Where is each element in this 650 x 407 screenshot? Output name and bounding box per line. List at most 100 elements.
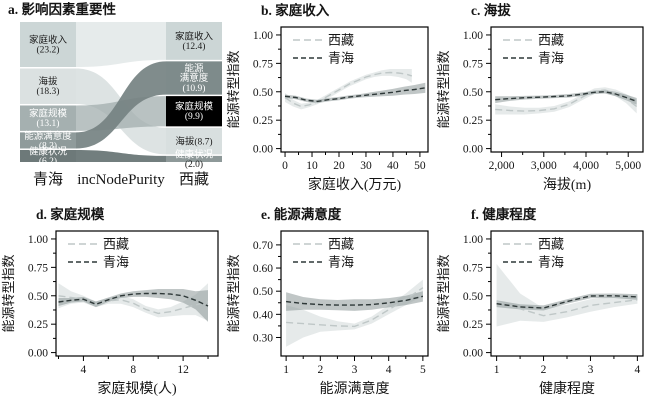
panel-health-level-chart: f. 健康程度 1 2 3 4 0.00 0.25 0.50 0.75 1.00 健康程度 能源转型指… xyxy=(435,204,650,407)
trend-line-西藏 xyxy=(286,287,424,328)
x-tick-label: 4 xyxy=(634,364,640,376)
legend-label-青海: 青海 xyxy=(103,255,129,270)
y-tick-label: 1.00 xyxy=(463,234,483,246)
line-chart-f: f. 健康程度 1 2 3 4 0.00 0.25 0.50 0.75 1.00 健康程度 能源转型指… xyxy=(436,206,644,397)
axis-label-tibet: 西藏 xyxy=(179,171,209,188)
y-tick-label: 0.50 xyxy=(463,291,483,303)
y-axis-label: 能源转型指数 xyxy=(1,254,16,332)
y-tick-label: 1.00 xyxy=(463,30,483,42)
alluvial-node-label: (13.1) xyxy=(37,118,60,129)
x-tick-label: 2 xyxy=(541,364,547,376)
x-axis-label: 家庭收入(万元) xyxy=(308,176,402,193)
y-tick-label: 1.00 xyxy=(253,30,273,42)
ci-band-青海 xyxy=(286,291,423,311)
alluvial-node xyxy=(20,132,76,149)
trend-line-青海 xyxy=(495,91,637,103)
x-tick-label: 30 xyxy=(360,160,372,172)
x-tick-label: 4 xyxy=(386,364,392,376)
flow-健康状况 xyxy=(76,149,166,162)
y-tick-label: 0.25 xyxy=(253,115,273,127)
x-tick-label: 40 xyxy=(387,160,399,172)
alluvial-node xyxy=(20,105,76,131)
panel-title: f. 健康程度 xyxy=(471,206,537,222)
x-axis-label: 家庭规模(人) xyxy=(97,380,177,397)
trend-line-西藏 xyxy=(496,299,638,317)
alluvial-node-label: 海拔(8.7) xyxy=(175,135,212,147)
panel-household-size-chart: d. 家庭规模 4 8 12 0.00 0.25 0.50 0.75 1.00 家庭规模(人) 能源… xyxy=(0,204,225,407)
axis-label-incnodepurity: incNodePurity xyxy=(77,172,165,188)
ci-band-西藏 xyxy=(496,264,638,327)
y-tick-label: 0.60 xyxy=(253,263,273,275)
line-chart-c: c. 海拔 2,000 3,000 4,000 5,000 0.00 0.25 0.50 0.7… xyxy=(436,2,644,193)
y-tick-label: 0.00 xyxy=(463,144,483,156)
legend-label-青海: 青海 xyxy=(538,255,564,270)
plot-border xyxy=(280,26,429,153)
alluvial-node xyxy=(166,127,222,155)
alluvial-node-label: (6.2) xyxy=(39,156,57,167)
y-tick-label: 0.30 xyxy=(253,332,273,344)
y-tick-label: 0.50 xyxy=(463,87,483,99)
y-axis-label: 能源转型指数 xyxy=(436,50,451,128)
x-tick-label: 50 xyxy=(414,160,426,172)
y-tick-label: 0.40 xyxy=(253,309,273,321)
alluvial-node-label: 家庭规模 xyxy=(29,108,68,120)
axis-ticks xyxy=(276,34,421,157)
x-axis-label: 海拔(m) xyxy=(543,177,592,193)
ci-band-青海 xyxy=(285,82,426,104)
x-tick-label: 12 xyxy=(177,364,189,376)
alluvial-node-label: 健康状况 xyxy=(175,148,214,160)
panel-energy-satisfaction-chart: e. 能源满意度 1 2 3 4 5 0.30 0.40 0.50 0.60 0.70 能源满意度 能源… xyxy=(225,204,435,407)
x-tick-label: 2,000 xyxy=(489,160,515,172)
y-tick-label: 0.25 xyxy=(463,319,483,331)
alluvial-node-label: 满意度 xyxy=(180,72,209,84)
legend-label-西藏: 西藏 xyxy=(328,237,354,252)
alluvial-node-label: (9.9) xyxy=(185,111,203,122)
x-tick-label: 2 xyxy=(317,364,323,376)
flow-家庭收入 xyxy=(76,22,166,67)
y-tick-label: 0.00 xyxy=(253,144,273,156)
y-tick-label: 0.75 xyxy=(28,262,48,274)
legend-label-青海: 青海 xyxy=(538,51,564,66)
x-tick-label: 4,000 xyxy=(573,160,599,172)
alluvial-node-label: 能源 xyxy=(184,63,204,75)
legend-label-西藏: 西藏 xyxy=(538,237,564,252)
alluvial-node-label: (12.4) xyxy=(183,41,206,52)
alluvial-node-label: (8.3) xyxy=(39,140,57,151)
plot-border xyxy=(490,26,644,153)
trend-line-青海 xyxy=(286,295,424,306)
y-axis-label: 能源转型指数 xyxy=(226,254,241,332)
alluvial-node-label: 海拔 xyxy=(38,76,58,88)
y-tick-label: 1.00 xyxy=(28,234,48,246)
y-tick-label: 0.75 xyxy=(463,58,483,70)
x-tick-label: 8 xyxy=(130,364,136,376)
line-chart-d: d. 家庭规模 4 8 12 0.00 0.25 0.50 0.75 1.00 家庭规模(人) 能源… xyxy=(1,206,219,397)
ci-band-西藏 xyxy=(286,279,423,347)
panel-a-title: a. 影响因素重要性 xyxy=(8,1,116,17)
line-chart-e: e. 能源满意度 1 2 3 4 5 0.30 0.40 0.50 0.60 0.70 能源满意度 能源… xyxy=(226,206,429,397)
y-tick-label: 0.70 xyxy=(253,240,273,252)
ci-band-青海 xyxy=(496,293,638,311)
x-tick-label: 5 xyxy=(420,364,426,376)
y-tick-label: 0.00 xyxy=(463,348,483,360)
ci-band-西藏 xyxy=(495,87,637,115)
alluvial-node xyxy=(166,96,222,127)
alluvial-node-label: 能源满意度 xyxy=(24,130,72,142)
x-axis-label: 能源满意度 xyxy=(320,380,390,397)
alluvial-node-label: 健康状况 xyxy=(29,145,68,157)
alluvial-node-label: 家庭收入 xyxy=(175,30,214,42)
alluvial-node-label: 家庭收入 xyxy=(29,34,68,46)
panel-title: d. 家庭规模 xyxy=(36,206,105,222)
x-axis-label: 健康程度 xyxy=(539,380,595,397)
panel-title: c. 海拔 xyxy=(471,2,511,18)
alluvial-node-label: (2.0) xyxy=(185,159,203,170)
x-tick-label: 1 xyxy=(283,364,289,376)
x-tick-label: 10 xyxy=(306,160,318,172)
ci-band-青海 xyxy=(495,90,637,105)
flow-能源满意度 xyxy=(76,61,166,149)
alluvial-node xyxy=(20,68,76,104)
panel-household-income-chart: b. 家庭收入 0 10 20 30 40 50 0.00 0.25 0.50 0.75 1.00 家庭… xyxy=(225,0,435,203)
alluvial-flows xyxy=(76,22,166,162)
alluvial-diagram: a. 影响因素重要性家庭收入(23.2)海拔(18.3)家庭规模(13.1)能源… xyxy=(8,1,222,188)
